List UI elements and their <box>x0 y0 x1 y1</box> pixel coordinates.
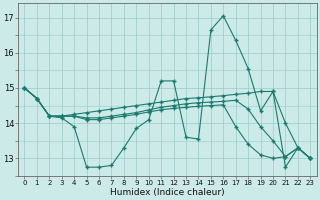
X-axis label: Humidex (Indice chaleur): Humidex (Indice chaleur) <box>110 188 225 197</box>
